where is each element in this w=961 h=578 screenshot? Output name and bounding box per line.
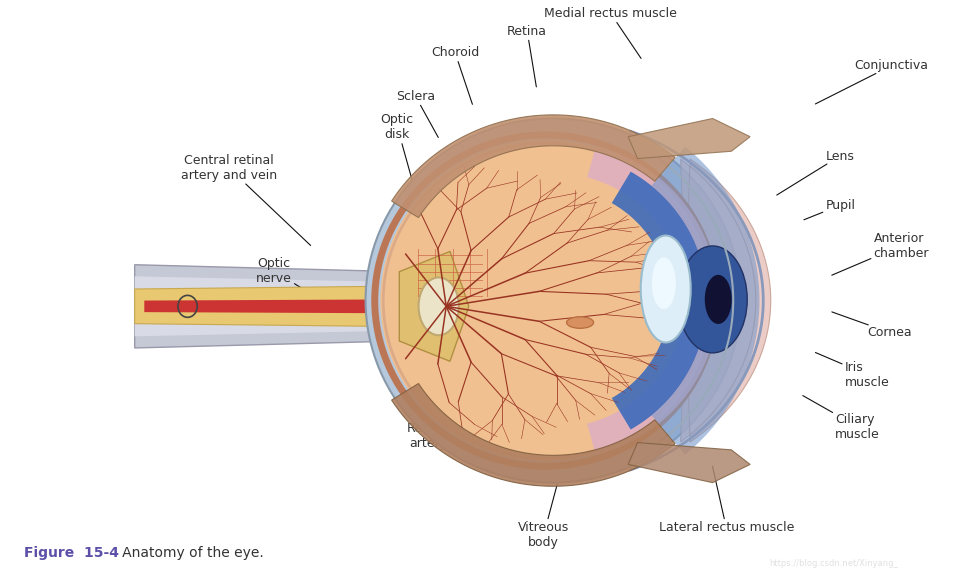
Ellipse shape [566, 317, 593, 328]
Text: Optic
disk: Optic disk [381, 113, 416, 197]
Text: Pupil: Pupil [803, 199, 854, 220]
Text: Vitreous
body: Vitreous body [517, 466, 569, 549]
Polygon shape [586, 146, 718, 455]
Polygon shape [135, 276, 399, 336]
Polygon shape [135, 265, 399, 348]
Text: Figure  15-4: Figure 15-4 [24, 546, 119, 560]
Ellipse shape [418, 277, 458, 335]
Polygon shape [135, 286, 399, 327]
Polygon shape [628, 118, 750, 158]
Polygon shape [651, 147, 758, 454]
Text: Lateral rectus muscle: Lateral rectus muscle [658, 466, 793, 534]
Text: Ciliary
muscle: Ciliary muscle [802, 395, 879, 440]
Text: Anterior
chamber: Anterior chamber [831, 232, 928, 275]
Text: https://blog.csdn.net/Xinyang_: https://blog.csdn.net/Xinyang_ [769, 558, 898, 568]
Text: Medial rectus muscle: Medial rectus muscle [544, 8, 677, 58]
Ellipse shape [640, 236, 690, 342]
Text: Iris
muscle: Iris muscle [815, 353, 889, 388]
Ellipse shape [380, 140, 710, 461]
Text: Cornea: Cornea [831, 312, 910, 339]
Polygon shape [399, 251, 468, 361]
Polygon shape [391, 383, 675, 486]
Text: Conjunctiva: Conjunctiva [815, 60, 927, 104]
Text: Choroid: Choroid [431, 46, 479, 104]
Text: Retinal
vein: Retinal vein [380, 338, 495, 393]
Text: Macula: Macula [316, 305, 521, 317]
Polygon shape [680, 159, 770, 442]
Polygon shape [391, 115, 675, 218]
Polygon shape [628, 443, 750, 483]
Ellipse shape [678, 246, 747, 353]
Ellipse shape [652, 257, 676, 309]
Text: Anatomy of the eye.: Anatomy of the eye. [109, 546, 263, 560]
Text: Retina: Retina [506, 25, 547, 87]
Ellipse shape [365, 118, 740, 483]
Text: Lens: Lens [776, 150, 853, 195]
Polygon shape [144, 299, 399, 313]
Ellipse shape [704, 275, 731, 324]
Text: Central retinal
artery and vein: Central retinal artery and vein [181, 154, 310, 246]
Text: Sclera: Sclera [396, 90, 438, 138]
Text: Optic
nerve: Optic nerve [256, 257, 304, 289]
Polygon shape [611, 172, 706, 429]
Text: Retinal
artery: Retinal artery [406, 367, 505, 450]
